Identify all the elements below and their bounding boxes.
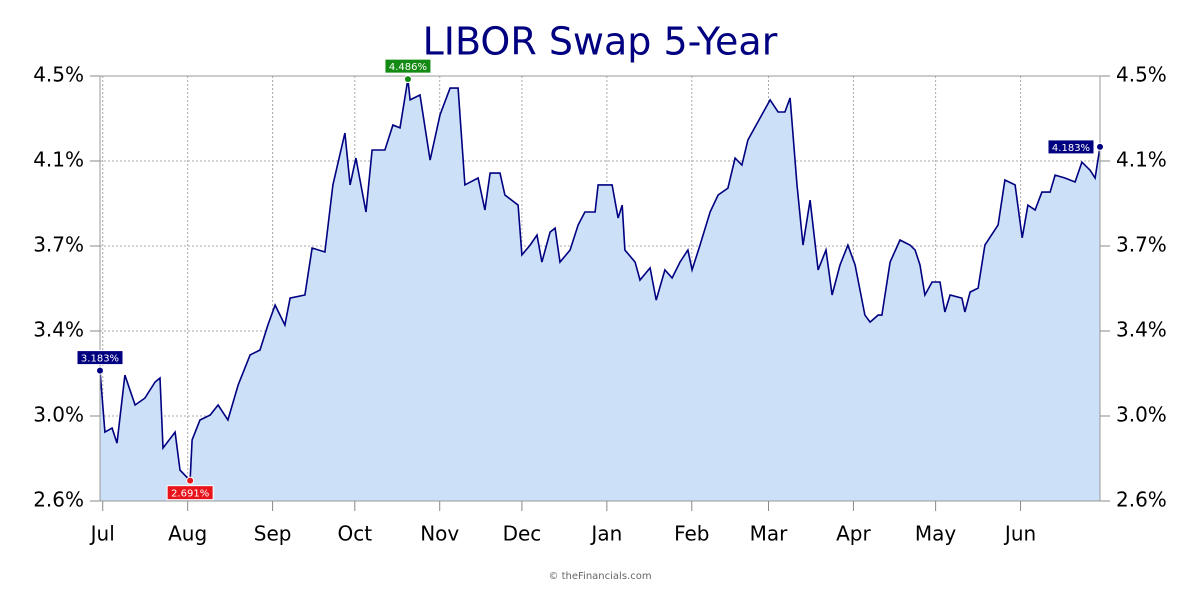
y2-tick-label: 4.5% [1116,63,1167,87]
x-tick-label: Dec [503,522,542,546]
annotation-marker [1096,142,1104,151]
x-tick-label: Sep [254,522,292,546]
annotation-box [1047,139,1095,155]
x-tick-label: Jul [89,522,115,546]
y-tick-label: 4.1% [33,148,84,172]
x-tick-label: Jun [1003,522,1036,546]
annotation-marker [186,476,195,485]
x-tick-label: Oct [337,522,372,546]
y2-tick-label: 4.1% [1116,148,1167,172]
annotation-box [76,350,124,366]
annotation-label: 4.486% [389,62,427,73]
line [99,78,1101,483]
y-tick-label: 3.0% [33,403,84,427]
footer: © theFinancials.com [548,571,651,582]
annotation-marker [96,366,104,375]
y2-tick-label: 3.7% [1116,233,1167,257]
y2-tick-label: 3.4% [1116,318,1167,342]
x-tick-label: Jan [589,522,622,546]
y-tick-label: 4.5% [33,63,84,87]
x-tick-label: Apr [836,522,871,546]
annotation-label: 3.183% [81,354,119,365]
annotation: 4.183% [1047,139,1104,155]
annotation: 2.691% [166,476,214,501]
annotation-box [166,485,214,501]
annotation-label: 4.183% [1052,143,1090,154]
annotation: 4.486% [384,58,432,84]
y2-tick-label: 3.0% [1116,403,1167,427]
y-tick-label: 3.4% [33,318,84,342]
chart-title: LIBOR Swap 5-Year [423,20,778,64]
x-tick-label: Nov [420,522,459,546]
annotation: 3.183% [76,350,124,375]
x-tick-label: Aug [168,522,207,546]
annotation-marker [403,75,412,84]
y-tick-label: 2.6% [33,488,84,512]
y-tick-label: 3.7% [33,233,84,257]
annotation-label: 2.691% [171,489,209,500]
area [100,79,1100,501]
x-tick-label: Mar [750,522,789,546]
annotation-box [384,58,432,74]
x-tick-label: May [915,522,957,546]
plot-frame [99,75,1101,502]
x-tick-label: Feb [674,522,709,546]
y2-tick-label: 2.6% [1116,488,1167,512]
